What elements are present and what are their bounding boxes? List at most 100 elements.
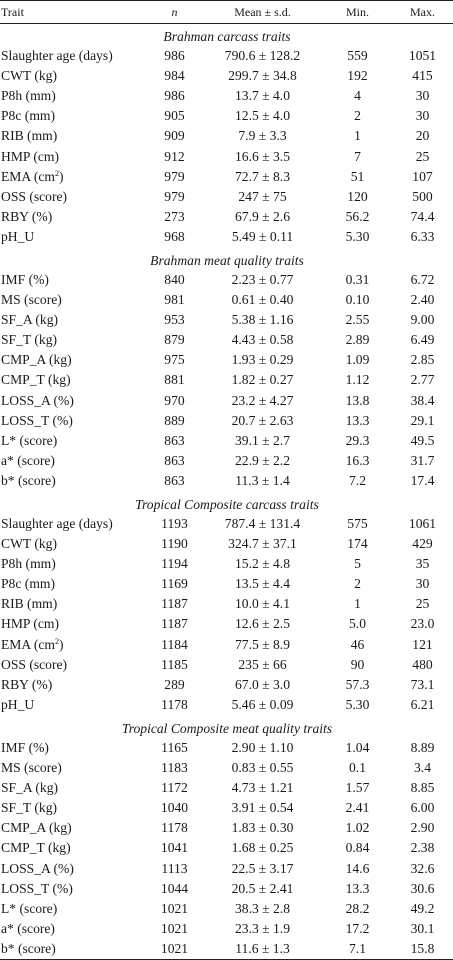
cell-n: 863 — [164, 432, 185, 448]
cell-n: 879 — [164, 332, 185, 348]
trait-label: OSS (score) — [1, 656, 68, 672]
cell-min: 2.41 — [345, 800, 370, 816]
cell-min: 2 — [354, 576, 361, 592]
trait-label: SF_T (kg) — [1, 800, 58, 816]
cell-max: 1051 — [408, 48, 437, 64]
cell-n: 840 — [164, 271, 185, 287]
cell-trait: a* (score) — [0, 919, 148, 939]
cell-min: 1.57 — [345, 780, 370, 796]
table-row: Slaughter age (days) 1193 787.4 ± 131.4 575… — [0, 514, 453, 534]
section-header: Tropical Composite meat quality traits — [0, 715, 453, 738]
cell-n: 1193 — [161, 516, 188, 532]
cell-max: 2.40 — [410, 292, 435, 308]
cell-mean-sd: 4.43 ± 0.58 — [231, 332, 294, 348]
table-row: LOSS_A (%) 970 23.2 ± 4.27 13.8 38.4 — [0, 391, 453, 411]
cell-n: 1190 — [161, 536, 188, 552]
cell-trait: MS (score) — [0, 290, 148, 310]
cell-max: 32.6 — [410, 860, 435, 876]
cell-n: 975 — [164, 352, 185, 368]
cell-min: 13.8 — [345, 392, 370, 408]
cell-max: 15.8 — [391, 938, 453, 960]
trait-label: pH_U — [1, 696, 35, 712]
cell-max: 20 — [415, 128, 430, 144]
table-row: LOSS_T (%) 889 20.7 ± 2.63 13.3 29.1 — [0, 411, 453, 431]
table-row: SF_T (kg) 1040 3.91 ± 0.54 2.41 6.00 — [0, 798, 453, 818]
cell-n: 1041 — [160, 840, 189, 856]
cell-n: 1172 — [161, 780, 188, 796]
trait-label: LOSS_A (%) — [1, 392, 74, 408]
cell-trait: HMP (cm) — [0, 146, 148, 166]
table-row: SF_T (kg) 879 4.43 ± 0.58 2.89 6.49 — [0, 330, 453, 350]
trait-label: IMF (%) — [1, 739, 49, 755]
cell-max: 29.1 — [410, 412, 435, 428]
table-row: RIB (mm) 1187 10.0 ± 4.1 1 25 — [0, 594, 453, 614]
cell-max: 9.00 — [410, 312, 435, 328]
table-row: Slaughter age (days) 986 790.6 ± 128.2 559 1… — [0, 46, 453, 66]
section-title: Tropical Composite carcass traits — [135, 496, 319, 512]
cell-max: 500 — [412, 188, 433, 204]
trait-label: b* (score) — [1, 472, 56, 488]
cell-trait: EMA (cm2) — [0, 635, 148, 655]
cell-trait: EMA (cm2) — [0, 167, 148, 187]
cell-n: 289 — [164, 676, 185, 692]
table-row: EMA (cm2) 1184 77.5 ± 8.9 46 121 — [0, 635, 453, 655]
trait-label: CMP_T (kg) — [1, 840, 71, 856]
cell-min: 7.1 — [324, 938, 391, 960]
cell-mean-sd: 2.90 ± 1.10 — [231, 739, 294, 755]
cell-trait: P8h (mm) — [0, 554, 148, 574]
cell-min: 4 — [354, 88, 361, 104]
cell-n: 1187 — [161, 616, 188, 632]
cell-max: 8.85 — [410, 780, 435, 796]
cell-min: 0.31 — [345, 271, 370, 287]
trait-label-end: ) — [59, 636, 64, 652]
table-row: pH_U 1178 5.46 ± 0.09 5.30 6.21 — [0, 695, 453, 715]
cell-min: 1.09 — [345, 352, 370, 368]
cell-trait: P8c (mm) — [0, 574, 148, 594]
trait-label: SF_A (kg) — [1, 312, 59, 328]
table-row: L* (score) 863 39.1 ± 2.7 29.3 49.5 — [0, 431, 453, 451]
cell-trait: LOSS_T (%) — [0, 879, 148, 899]
cell-max: 6.00 — [410, 800, 435, 816]
table-row: RIB (mm) 909 7.9 ± 3.3 1 20 — [0, 126, 453, 146]
cell-max: 73.1 — [410, 676, 435, 692]
cell-min: 0.1 — [349, 760, 366, 776]
cell-min: 5.30 — [345, 696, 370, 712]
header-min: Min. — [324, 0, 391, 24]
cell-trait: LOSS_A (%) — [0, 858, 148, 878]
cell-min: 16.3 — [345, 452, 370, 468]
cell-trait: RBY (%) — [0, 675, 148, 695]
cell-min: 120 — [347, 188, 368, 204]
cell-min: 1 — [354, 128, 361, 144]
cell-mean-sd: 11.6 ± 1.3 — [201, 938, 324, 960]
cell-mean-sd: 12.5 ± 4.0 — [234, 108, 291, 124]
cell-mean-sd: 1.83 ± 0.30 — [231, 820, 294, 836]
cell-mean-sd: 787.4 ± 131.4 — [224, 516, 301, 532]
cell-trait: Slaughter age (days) — [0, 514, 148, 534]
cell-min: 17.2 — [345, 920, 370, 936]
cell-mean-sd: 38.3 ± 2.8 — [234, 900, 291, 916]
table-row: a* (score) 1021 23.3 ± 1.9 17.2 30.1 — [0, 919, 453, 939]
cell-n: 968 — [164, 228, 185, 244]
trait-label: RBY (%) — [1, 676, 53, 692]
header-mean-sd: Mean ± s.d. — [201, 0, 324, 24]
cell-trait: CMP_A (kg) — [0, 818, 148, 838]
trait-label: RBY (%) — [1, 208, 53, 224]
cell-n: 1044 — [160, 880, 189, 896]
cell-min: 14.6 — [345, 860, 370, 876]
trait-label: CMP_A (kg) — [1, 820, 72, 836]
cell-mean-sd: 4.73 ± 1.21 — [231, 780, 294, 796]
cell-mean-sd: 67.0 ± 3.0 — [234, 676, 291, 692]
cell-min: 174 — [347, 536, 368, 552]
trait-label: IMF (%) — [1, 271, 49, 287]
table-row: RBY (%) 289 67.0 ± 3.0 57.3 73.1 — [0, 675, 453, 695]
table-row: IMF (%) 840 2.23 ± 0.77 0.31 6.72 — [0, 270, 453, 290]
table-row: P8h (mm) 1194 15.2 ± 4.8 5 35 — [0, 554, 453, 574]
cell-max: 429 — [412, 536, 433, 552]
table-row: OSS (score) 1185 235 ± 66 90 480 — [0, 655, 453, 675]
trait-label: RIB (mm) — [1, 596, 58, 612]
cell-min: 28.2 — [345, 900, 370, 916]
table-row: CMP_A (kg) 975 1.93 ± 0.29 1.09 2.85 — [0, 350, 453, 370]
cell-n: 909 — [164, 128, 185, 144]
trait-label: L* (score) — [1, 432, 58, 448]
cell-mean-sd: 39.1 ± 2.7 — [234, 432, 291, 448]
